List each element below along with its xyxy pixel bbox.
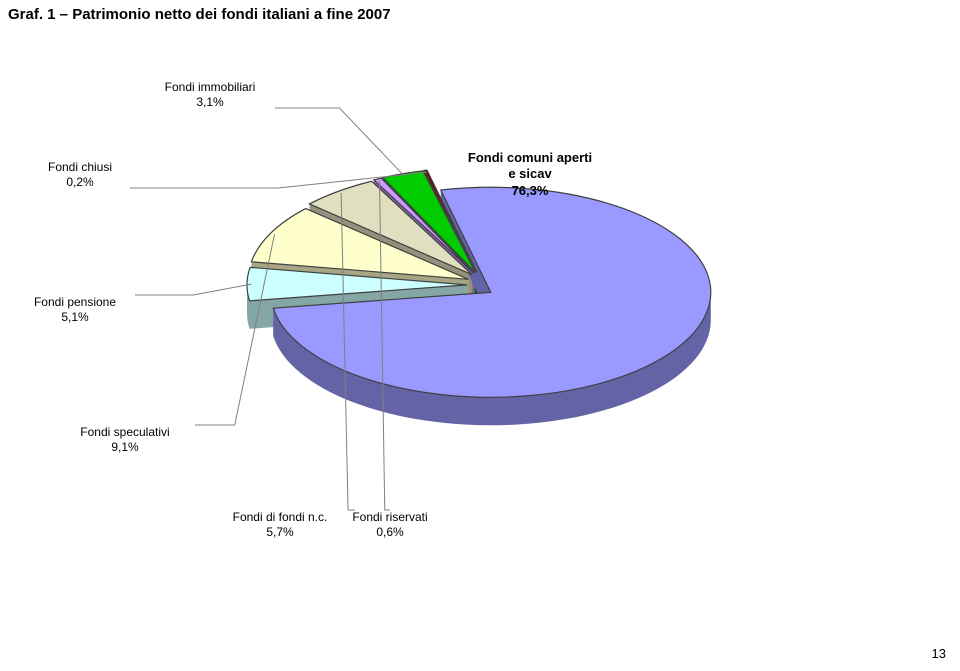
label-immobiliari: Fondi immobiliari3,1% [145, 80, 275, 110]
label-riservati: Fondi riservati0,6% [330, 510, 450, 540]
label-chiusi: Fondi chiusi0,2% [30, 160, 130, 190]
label-pensione: Fondi pensione5,1% [15, 295, 135, 325]
label-speculativi: Fondi speculativi9,1% [55, 425, 195, 455]
page-number: 13 [932, 646, 946, 661]
pie-chart [0, 0, 960, 671]
label-comuni: Fondi comuni apertie sicav76,3% [440, 150, 620, 199]
